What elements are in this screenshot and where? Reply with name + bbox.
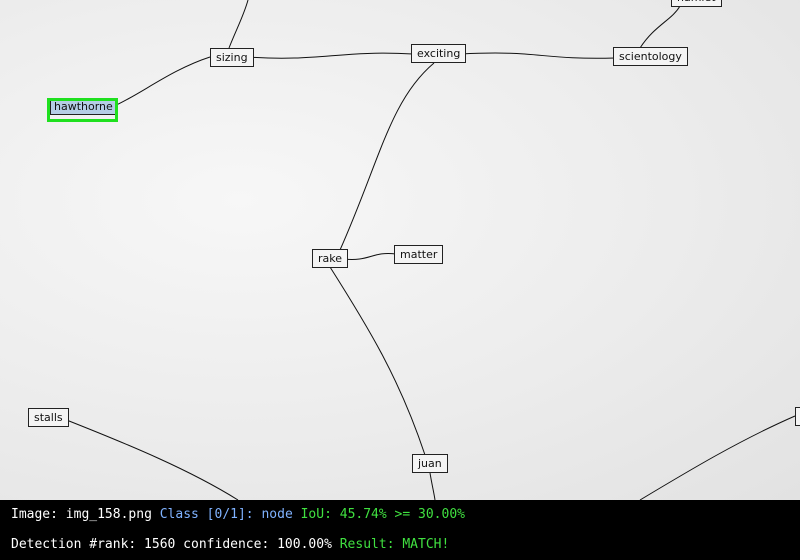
edge-layer bbox=[63, 0, 796, 500]
status-line-1: Image: img_158.png Class [0/1]: node IoU… bbox=[11, 507, 465, 522]
edge-juan-bottom bbox=[429, 472, 436, 500]
status-bar: Image: img_158.png Class [0/1]: node IoU… bbox=[0, 500, 800, 560]
edge-exciting-rake bbox=[339, 62, 435, 251]
edge-stalls-bottom bbox=[63, 418, 239, 500]
node-stalls[interactable]: stalls bbox=[28, 408, 69, 427]
status-line-2: Detection #rank: 1560 confidence: 100.00… bbox=[11, 537, 449, 552]
node-rake[interactable]: rake bbox=[312, 249, 349, 268]
edge-sizing-top bbox=[228, 0, 249, 49]
node-matter[interactable]: matter bbox=[394, 245, 444, 264]
node-scientology[interactable]: scientology bbox=[613, 47, 688, 66]
node-juan[interactable]: juan bbox=[412, 454, 448, 473]
detection-text: Detection #rank: 1560 confidence: 100.00… bbox=[11, 537, 332, 552]
node-edge-right[interactable] bbox=[795, 407, 800, 426]
node-exciting[interactable]: exciting bbox=[411, 44, 467, 63]
edge-right-bottom bbox=[639, 415, 796, 500]
node-sizing[interactable]: sizing bbox=[210, 48, 254, 67]
class-text: Class [0/1]: node bbox=[159, 507, 293, 522]
edge-exciting-scientology bbox=[460, 52, 616, 59]
edge-scientology-hamlet bbox=[639, 5, 681, 49]
node-hawthorne[interactable]: hawthorne bbox=[50, 98, 117, 115]
iou-text: IoU: 45.74% >= 30.00% bbox=[300, 507, 465, 522]
image-label: Image: bbox=[11, 507, 58, 522]
edge-sizing-exciting bbox=[246, 52, 414, 59]
diagram-canvas: hamlet sizing exciting scientology hawth… bbox=[0, 0, 800, 500]
image-name: img_158.png bbox=[65, 507, 152, 522]
node-hamlet[interactable]: hamlet bbox=[671, 0, 722, 7]
result-text: Result: MATCH! bbox=[339, 537, 450, 552]
edge-sizing-hawthorne bbox=[111, 56, 211, 108]
edge-rake-juan bbox=[329, 266, 426, 456]
edge-rake-matter bbox=[342, 252, 397, 261]
